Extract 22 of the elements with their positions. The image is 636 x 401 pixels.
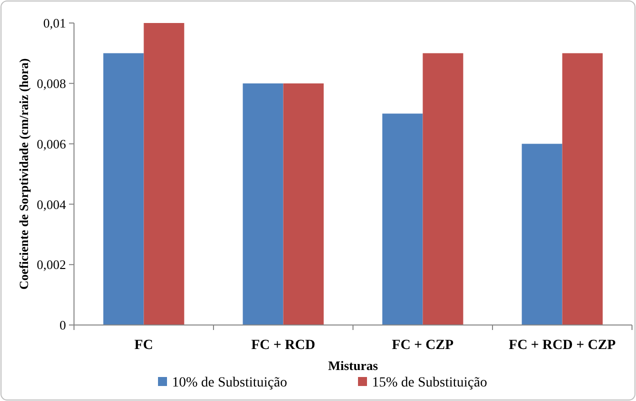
y-tick-label: 0,01 [43, 16, 66, 31]
y-tick-label: 0 [60, 318, 66, 333]
x-tick-label: FC + RCD + CZP [508, 338, 616, 353]
y-tick-label: 0,004 [36, 196, 66, 212]
y-axis-title: Coeficiente de Sorptividade (cm/raiz (hora) [17, 58, 31, 290]
y-tick-label: 0,008 [36, 76, 66, 91]
bar [562, 53, 603, 325]
bar [242, 83, 284, 325]
y-tick-label: 0,006 [36, 136, 66, 152]
x-tick-label: FC [134, 338, 154, 353]
x-tick-label: FC + RCD [251, 338, 316, 353]
x-axis-title: Misturas [328, 358, 378, 373]
bar [522, 144, 562, 325]
legend-label: 10% de Substituição [172, 375, 288, 390]
x-tick-label: FC + CZP [392, 338, 454, 353]
legend-label: 15% de Substituição [372, 375, 488, 390]
bar [283, 83, 324, 325]
bar [144, 23, 184, 325]
y-tick-label: 0,002 [36, 257, 66, 272]
bar [382, 114, 423, 325]
bar [103, 53, 144, 325]
bar [422, 53, 464, 325]
